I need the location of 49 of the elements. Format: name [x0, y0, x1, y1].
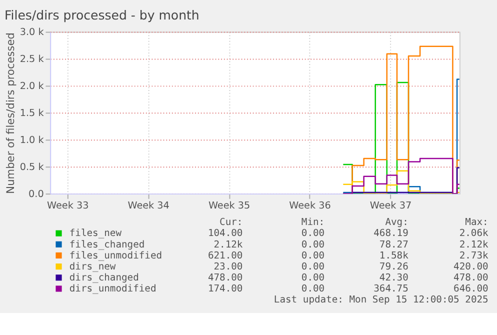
x-tick-label: Week 35: [208, 200, 250, 212]
legend-label: files_changed: [69, 239, 145, 250]
y-axis-title: Number of files/dirs processed: [5, 32, 18, 194]
text: 1.58k: [379, 250, 409, 262]
legend-label: dirs_unmodified: [69, 284, 156, 295]
text: 104.00: [208, 228, 243, 240]
text: 79.26: [379, 261, 409, 272]
y-tick-label: 1.5 k: [20, 108, 44, 120]
text: 42.30: [379, 272, 409, 284]
text: 2.06k: [459, 228, 489, 240]
text: 0.00: [301, 261, 325, 272]
text: 23.00: [214, 261, 243, 272]
text: 2.73k: [459, 250, 489, 262]
text: 0.00: [301, 284, 325, 295]
x-tick-label: Week 37: [370, 200, 412, 212]
x-tick-label: Week 34: [128, 200, 170, 212]
y-tick-label: 0.0: [28, 188, 44, 200]
text: 420.00: [454, 261, 489, 272]
text: 621.00: [208, 250, 243, 262]
y-tick-label: 2.5 k: [20, 54, 44, 66]
text: Max:: [465, 217, 488, 228]
y-tick-label: 0.5 k: [20, 162, 44, 173]
legend-label: files_unmodified: [69, 250, 162, 262]
text: 78.27: [379, 239, 409, 250]
text: 478.00: [208, 272, 243, 284]
text: Avg:: [385, 217, 408, 228]
y-tick-label: 2.0 k: [20, 81, 44, 92]
text: 468.19: [374, 228, 409, 240]
text: 0.00: [301, 239, 325, 250]
text: Min:: [301, 217, 325, 228]
text: 2.12k: [214, 239, 243, 250]
text: 364.75: [374, 284, 409, 295]
text: Cur:: [220, 217, 243, 228]
x-tick-label: Week 36: [289, 200, 331, 212]
legend-label: dirs_changed: [69, 272, 139, 284]
chart-title: Files/dirs processed - by month: [4, 8, 200, 23]
text: 0.00: [301, 228, 325, 240]
y-tick-label: 1.0 k: [20, 135, 44, 146]
legend-label: files_new: [69, 228, 122, 240]
x-tick-label: Week 33: [47, 200, 89, 212]
text: Last update: Mon Sep 15 12:00:05 2025: [274, 294, 489, 306]
text: 2.12k: [459, 239, 489, 250]
y-tick-label: 3.0 k: [20, 27, 44, 38]
legend-label: dirs_new: [69, 261, 116, 272]
text: 174.00: [208, 284, 243, 295]
text: 646.00: [454, 284, 489, 295]
text: 0.00: [301, 250, 325, 262]
text: 478.00: [454, 272, 489, 284]
text: 0.00: [301, 272, 325, 284]
